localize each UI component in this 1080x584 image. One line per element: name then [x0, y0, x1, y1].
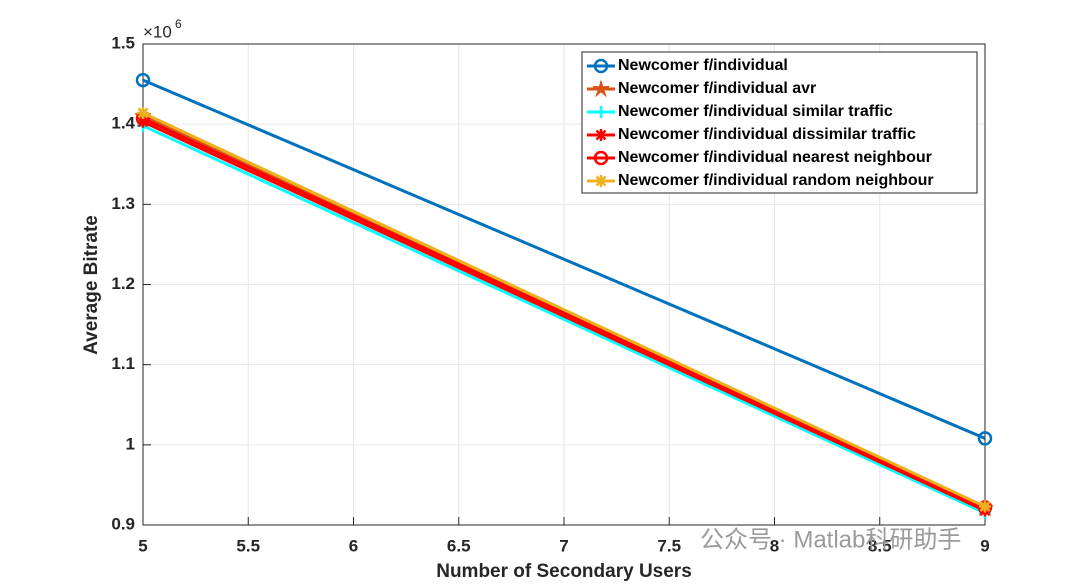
x-tick-label: 6 — [349, 536, 358, 555]
y-multiplier: ×10 — [143, 22, 172, 41]
legend-box — [581, 51, 978, 194]
legend-marker — [595, 129, 607, 141]
series-line — [142, 78, 986, 440]
y-tick-label: 1.2 — [111, 274, 135, 293]
marker — [979, 500, 991, 513]
axes-box — [142, 43, 986, 526]
y-multiplier-exponent: 6 — [175, 17, 182, 31]
legend-label: Newcomer f/individual nearest neighbour — [618, 149, 932, 166]
legend-marker — [595, 106, 607, 118]
y-tick-label: 1.3 — [111, 194, 135, 213]
marker — [977, 431, 993, 446]
x-tick-label: 5 — [138, 536, 147, 555]
y-tick-label: 1 — [126, 434, 135, 453]
legend-label: Newcomer f/individual avr — [618, 80, 816, 97]
x-tick-label: 8.5 — [868, 536, 892, 555]
marker — [137, 115, 149, 128]
watermark: 公众号 · Matlab科研助手 — [700, 526, 961, 553]
y-tick-label: 1.5 — [111, 33, 135, 52]
y-tick-label: 0.9 — [111, 514, 135, 533]
series-line — [142, 111, 986, 508]
legend-label: Newcomer f/individual random neighbour — [618, 172, 934, 189]
marker — [135, 72, 151, 88]
series-line — [142, 124, 986, 515]
x-tick-label: 6.5 — [447, 536, 471, 555]
x-tick-label: 7.5 — [657, 536, 681, 555]
legend-label: Newcomer f/individual similar traffic — [618, 103, 893, 120]
y-tick-label: 1.1 — [111, 354, 135, 373]
legend-marker — [592, 80, 610, 98]
x-tick-label: 5.5 — [236, 536, 260, 555]
legend-marker — [593, 150, 609, 166]
x-axis-label: Number of Secondary Users — [436, 561, 692, 582]
y-axis-label: Average Bitrate — [81, 215, 102, 355]
legend-marker — [593, 58, 609, 74]
marker — [137, 106, 149, 119]
x-tick-label: 8 — [770, 536, 779, 555]
series-line — [142, 120, 986, 512]
legend-marker — [595, 175, 607, 187]
x-tick-label: 9 — [980, 536, 989, 555]
x-tick-label: 7 — [559, 536, 568, 555]
legend-label: Newcomer f/individual — [618, 57, 788, 74]
y-tick-label: 1.4 — [111, 114, 135, 133]
legend-label: Newcomer f/individual dissimilar traffic — [618, 126, 916, 143]
